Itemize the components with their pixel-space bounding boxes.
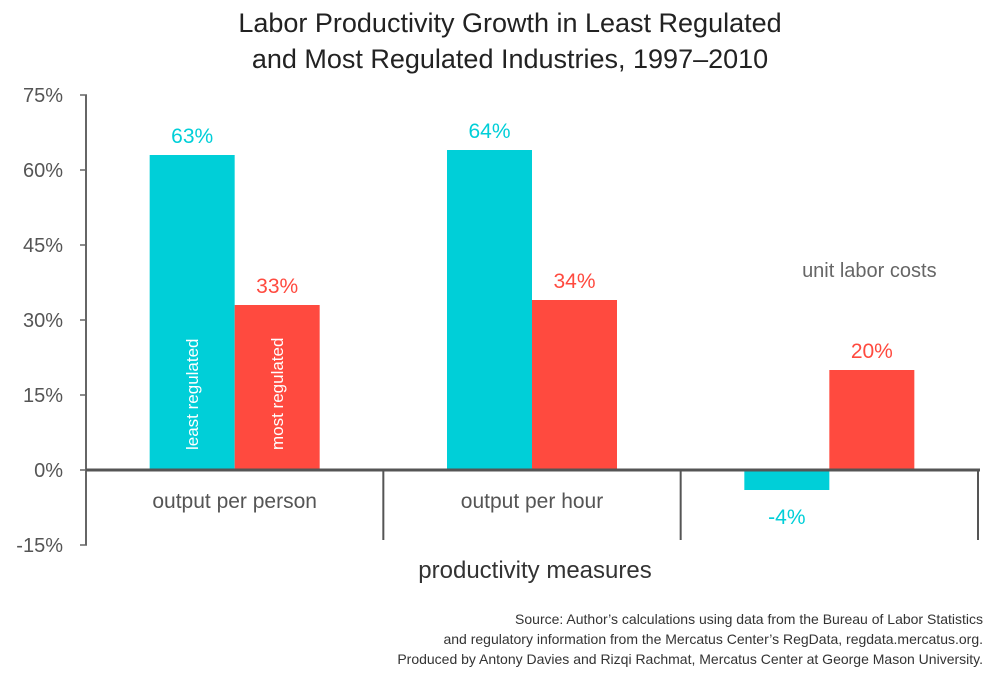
legend-label-least-regulated: least regulated xyxy=(183,338,202,450)
source-line-2: and regulatory information from the Merc… xyxy=(443,631,983,647)
data-label: 20% xyxy=(851,340,893,363)
data-label: 63% xyxy=(171,125,213,148)
y-tick-label: 15% xyxy=(23,385,63,407)
bar-most-regulated-1 xyxy=(532,300,617,470)
x-axis-title: productivity measures xyxy=(418,557,651,584)
chart-title-line-2: and Most Regulated Industries, 1997–2010 xyxy=(252,44,768,74)
source-line-1: Source: Author’s calculations using data… xyxy=(515,611,983,627)
y-tick-label: -15% xyxy=(16,535,63,557)
data-label: 64% xyxy=(468,120,510,143)
y-tick-label: 60% xyxy=(23,160,63,182)
bar-least-regulated-1 xyxy=(447,150,532,470)
bar-least-regulated-2 xyxy=(744,470,830,490)
category-label: output per person xyxy=(152,490,317,513)
category-label: output per hour xyxy=(461,490,603,513)
data-label: 33% xyxy=(256,275,298,298)
bar-most-regulated-0 xyxy=(234,305,320,470)
y-tick-label: 0% xyxy=(34,460,63,482)
source-line-3: Produced by Antony Davies and Rizqi Rach… xyxy=(397,651,983,667)
category-label: unit labor costs xyxy=(802,260,937,282)
data-label: -4% xyxy=(768,506,805,529)
bar-least-regulated-0 xyxy=(149,155,235,470)
chart-title-line-1: Labor Productivity Growth in Least Regul… xyxy=(238,8,781,38)
y-tick-label: 30% xyxy=(23,310,63,332)
y-tick-label: 75% xyxy=(23,85,63,107)
data-label: 34% xyxy=(553,270,595,293)
legend-label-most-regulated: most regulated xyxy=(268,338,287,450)
y-tick-label: 45% xyxy=(23,235,63,257)
bar-most-regulated-2 xyxy=(829,370,915,470)
